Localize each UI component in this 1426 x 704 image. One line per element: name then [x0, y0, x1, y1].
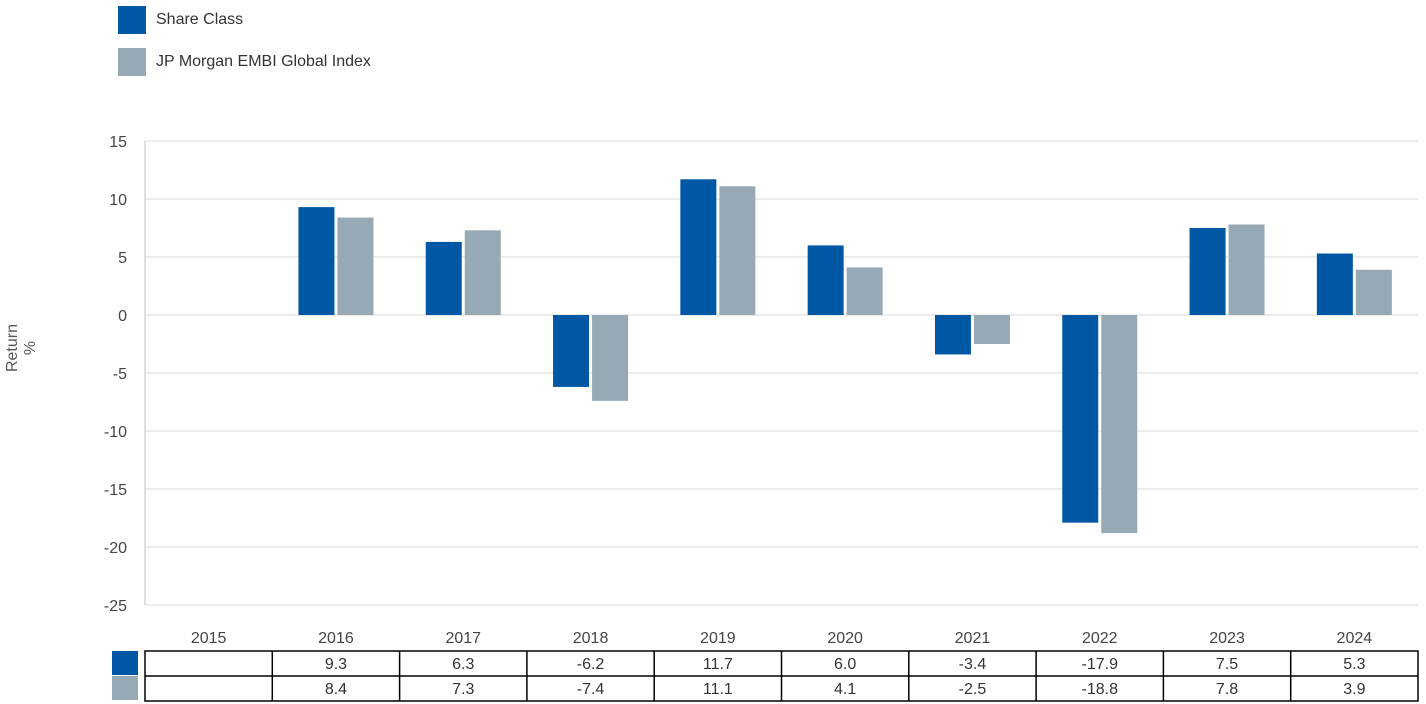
y-tick-label: -15 — [104, 482, 127, 499]
data-table-cell: 11.1 — [703, 681, 733, 698]
x-tick-label: 2021 — [955, 630, 991, 647]
data-table-cell: -6.2 — [577, 656, 605, 673]
data-table-cell: -2.5 — [959, 681, 987, 698]
data-table-swatch-index — [112, 676, 138, 700]
data-table-cell: 7.8 — [1216, 681, 1238, 698]
data-table-cell: 5.3 — [1343, 656, 1365, 673]
data-table-cell: -17.9 — [1082, 656, 1119, 673]
legend-label-index: JP Morgan EMBI Global Index — [156, 53, 371, 70]
bar-index-2016 — [337, 217, 374, 315]
data-table-cell: 4.1 — [834, 681, 856, 698]
y-tick-label: 10 — [109, 192, 127, 209]
bar-index-2022 — [1101, 315, 1138, 534]
data-table-cell: 7.3 — [452, 681, 474, 698]
bar-index-2024 — [1355, 269, 1392, 315]
bar-index-2019 — [719, 186, 756, 315]
data-table-cell: 8.4 — [325, 681, 347, 698]
data-table-cell: 11.7 — [703, 656, 733, 673]
x-tick-label: 2015 — [191, 630, 227, 647]
y-tick-label: -20 — [104, 540, 127, 557]
bar-share-class-2020 — [807, 245, 844, 315]
y-tick-label: 5 — [118, 250, 127, 267]
bar-share-class-2024 — [1316, 253, 1353, 315]
data-table-cell: 7.5 — [1216, 656, 1238, 673]
y-tick-label: -5 — [113, 366, 127, 383]
y-tick-label: 15 — [109, 134, 127, 151]
bar-share-class-2017 — [425, 241, 462, 315]
data-table-cell: -3.4 — [959, 656, 987, 673]
legend-swatch-index — [118, 48, 146, 76]
legend-label-share-class: Share Class — [156, 11, 244, 28]
x-tick-label: 2018 — [573, 630, 609, 647]
x-tick-label: 2020 — [827, 630, 863, 647]
x-tick-label: 2019 — [700, 630, 736, 647]
data-table-cell: 3.9 — [1343, 681, 1365, 698]
data-table-cell: 6.0 — [834, 656, 856, 673]
bar-index-2023 — [1228, 224, 1265, 315]
x-tick-label: 2023 — [1209, 630, 1245, 647]
y-tick-label: 0 — [118, 308, 127, 325]
y-tick-label: -25 — [104, 598, 127, 615]
data-table-cell: 9.3 — [325, 656, 347, 673]
bar-index-2020 — [846, 267, 883, 315]
bar-index-2017 — [464, 230, 501, 315]
y-tick-label: -10 — [104, 424, 127, 441]
bar-share-class-2016 — [298, 207, 335, 315]
data-table-cell: 6.3 — [452, 656, 474, 673]
bar-share-class-2019 — [680, 179, 717, 315]
bar-share-class-2023 — [1189, 228, 1226, 315]
bar-index-2018 — [592, 315, 629, 401]
legend-item-share-class: Share Class — [118, 6, 371, 34]
bar-index-2021 — [973, 315, 1010, 344]
chart-legend: Share Class JP Morgan EMBI Global Index — [118, 6, 371, 90]
legend-item-index: JP Morgan EMBI Global Index — [118, 48, 371, 76]
data-table-swatch-share-class — [112, 651, 138, 675]
bar-share-class-2021 — [934, 315, 971, 355]
bar-share-class-2022 — [1062, 315, 1099, 523]
legend-swatch-share-class — [118, 6, 146, 34]
x-tick-label: 2016 — [318, 630, 354, 647]
x-tick-label: 2017 — [445, 630, 481, 647]
data-table-cell: -18.8 — [1082, 681, 1119, 698]
x-tick-label: 2024 — [1337, 630, 1373, 647]
x-tick-label: 2022 — [1082, 630, 1118, 647]
bar-share-class-2018 — [553, 315, 590, 387]
data-table-cell: -7.4 — [577, 681, 605, 698]
